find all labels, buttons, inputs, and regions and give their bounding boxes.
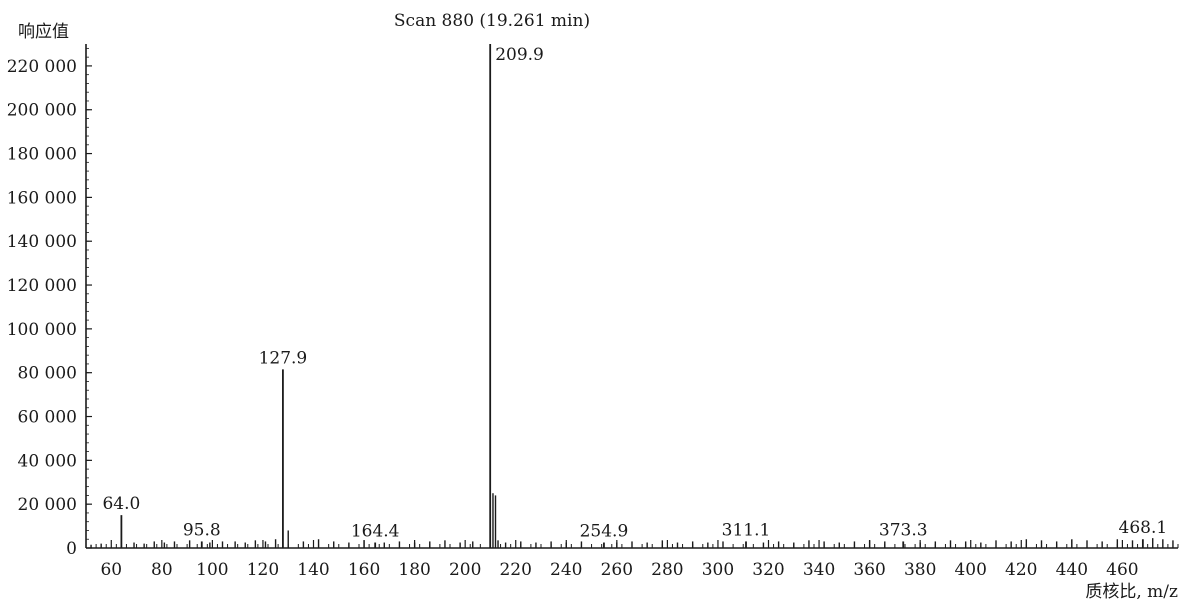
x-tick-label: 120 bbox=[247, 560, 279, 580]
peak-label: 164.4 bbox=[351, 522, 400, 542]
x-tick-label: 380 bbox=[904, 560, 936, 580]
x-tick-label: 440 bbox=[1056, 560, 1088, 580]
x-axis-label: 质核比, m/z bbox=[1085, 582, 1178, 602]
y-tick-label: 100 000 bbox=[7, 320, 77, 340]
minor-peaks bbox=[90, 493, 1174, 548]
x-tick-label: 360 bbox=[853, 560, 885, 580]
peak-label: 373.3 bbox=[879, 520, 928, 540]
x-tick-label: 140 bbox=[297, 560, 329, 580]
x-tick-label: 260 bbox=[601, 560, 633, 580]
y-tick-label: 80 000 bbox=[18, 364, 77, 384]
x-tick-label: 400 bbox=[954, 560, 986, 580]
peak-label: 468.1 bbox=[1119, 518, 1168, 538]
y-tick-label: 160 000 bbox=[7, 188, 77, 208]
x-tick-label: 200 bbox=[449, 560, 481, 580]
peak-label: 311.1 bbox=[722, 520, 771, 540]
x-tick-label: 160 bbox=[348, 560, 380, 580]
x-tick-label: 280 bbox=[651, 560, 683, 580]
y-tick-label: 220 000 bbox=[7, 57, 77, 77]
x-tick-label: 180 bbox=[398, 560, 430, 580]
labeled-peaks: 64.0 95.8 127.9 164.4 209.9 254.9 311.1 373.3 46… bbox=[102, 44, 1167, 548]
x-tick-label: 340 bbox=[803, 560, 835, 580]
x-tick-label: 220 bbox=[499, 560, 531, 580]
y-tick-label: 120 000 bbox=[7, 276, 77, 296]
y-tick-label: 20 000 bbox=[18, 495, 77, 515]
y-tick-label: 60 000 bbox=[18, 408, 77, 428]
x-tick-label: 80 bbox=[151, 560, 173, 580]
x-tick-label: 460 bbox=[1106, 560, 1138, 580]
peak-label: 209.9 bbox=[495, 45, 544, 65]
x-tick-label: 240 bbox=[550, 560, 582, 580]
x-tick-label: 60 bbox=[100, 560, 122, 580]
y-axis-label: 响应值 bbox=[18, 22, 69, 42]
y-tick-label: 0 bbox=[66, 539, 77, 559]
x-tick-label: 420 bbox=[1005, 560, 1037, 580]
peak-label: 254.9 bbox=[580, 522, 629, 542]
y-axis-ticks: 0 20 000 40 000 60 000 80 000 100 000 120 000 1… bbox=[7, 47, 92, 559]
peak-label: 127.9 bbox=[259, 348, 308, 368]
chart-title: Scan 880 (19.261 min) bbox=[394, 11, 590, 31]
x-tick-label: 320 bbox=[752, 560, 784, 580]
y-tick-label: 140 000 bbox=[7, 232, 77, 252]
y-tick-label: 200 000 bbox=[7, 101, 77, 121]
peak-label: 64.0 bbox=[102, 494, 140, 514]
x-tick-label: 100 bbox=[196, 560, 228, 580]
y-tick-label: 180 000 bbox=[7, 145, 77, 165]
y-tick-label: 40 000 bbox=[18, 451, 77, 471]
x-tick-label: 300 bbox=[702, 560, 734, 580]
peak-label: 95.8 bbox=[183, 520, 221, 540]
